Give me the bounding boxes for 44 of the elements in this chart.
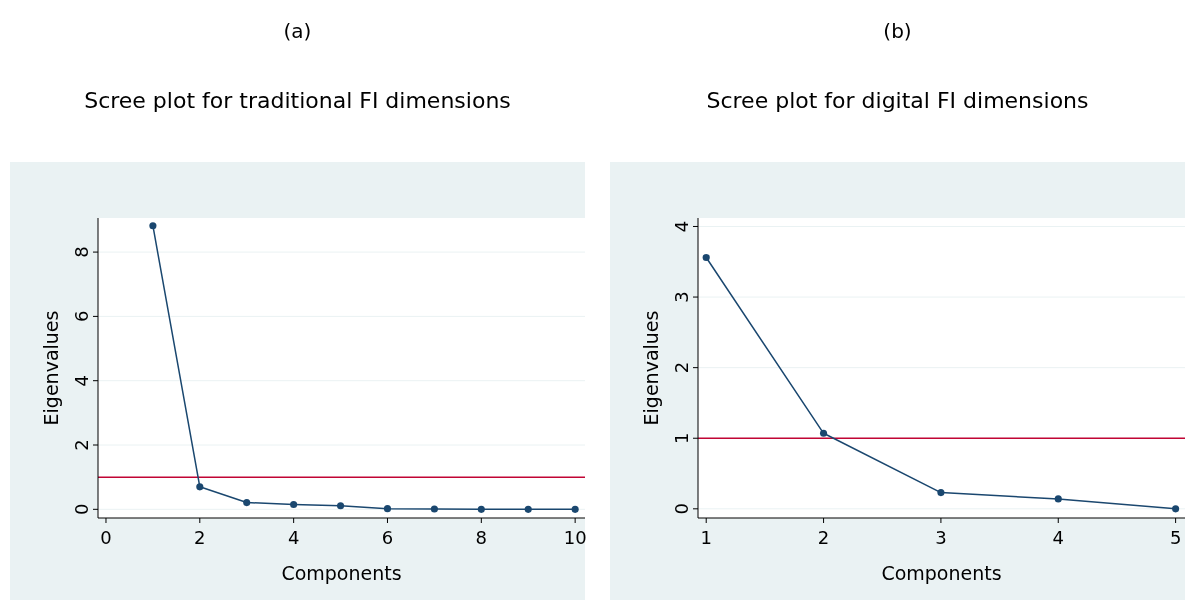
point	[820, 429, 828, 437]
y-axis-title: Eigenvalues	[40, 310, 62, 426]
y-tick-label: 2	[671, 361, 692, 374]
x-tick-label: 2	[194, 527, 206, 548]
y-tick-label: 1	[671, 432, 692, 444]
point	[430, 505, 438, 513]
y-axis-title: Eigenvalues	[640, 310, 662, 426]
x-tick-label: 4	[1052, 527, 1064, 548]
y-tick-label: 8	[71, 246, 92, 258]
y-tick-label: 3	[671, 291, 692, 303]
point	[477, 505, 485, 513]
x-tick-label: 0	[100, 527, 112, 548]
point	[1054, 495, 1062, 503]
x-axis-title: Components	[281, 562, 402, 584]
y-tick-label: 0	[71, 503, 92, 516]
x-tick-label: 10	[563, 527, 587, 548]
point	[937, 489, 945, 497]
x-tick-label: 4	[287, 527, 300, 548]
x-axis-title: Components	[881, 562, 1002, 584]
x-tick-label: 1	[700, 527, 712, 548]
point	[290, 500, 298, 509]
x-tick-label: 5	[1169, 527, 1182, 548]
point	[196, 483, 204, 491]
y-tick-label: 6	[71, 310, 92, 323]
point	[524, 505, 532, 513]
y-tick-label: 2	[71, 439, 92, 451]
point	[243, 499, 251, 507]
point	[383, 505, 392, 513]
x-tick-label: 8	[475, 527, 488, 548]
chart-title: (b)	[883, 19, 912, 43]
y-tick-label: 0	[671, 503, 692, 515]
y-tick-label: 4	[71, 374, 92, 387]
point	[336, 502, 345, 510]
y-tick-label: 4	[671, 220, 692, 233]
point	[571, 505, 579, 513]
chart-title: (a)	[283, 19, 312, 43]
point	[149, 222, 157, 230]
chart-subtitle: Scree plot for traditional FI dimensions	[84, 88, 511, 113]
x-tick-label: 3	[935, 527, 947, 548]
point	[1172, 505, 1180, 513]
x-tick-label: 6	[381, 527, 394, 548]
point	[702, 253, 710, 262]
x-tick-label: 2	[817, 527, 830, 548]
chart-subtitle: Scree plot for digital FI dimensions	[706, 88, 1089, 113]
